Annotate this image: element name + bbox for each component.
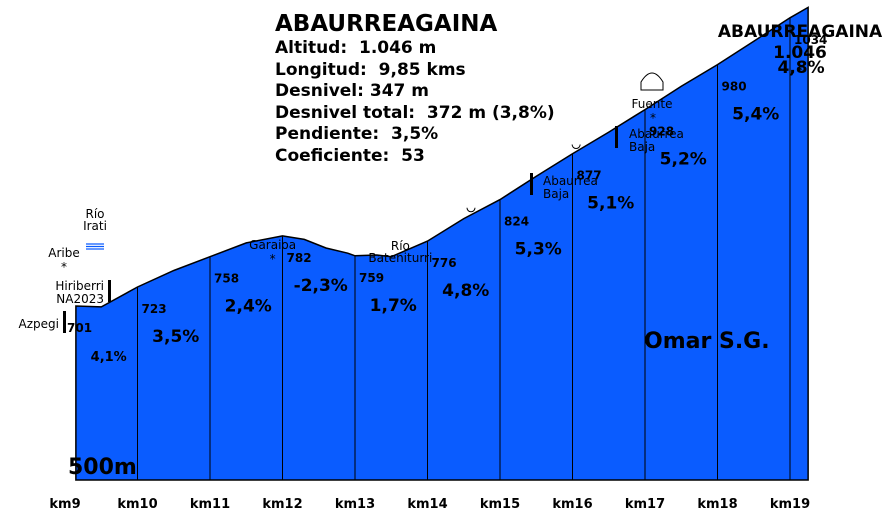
gradient-label: 5,2% [660, 150, 707, 170]
annotations: AzpegiHiriberriNA2023Aribe*RíoIratiGarai… [19, 72, 684, 333]
altitude-label: 759 [359, 271, 384, 285]
marker-bar-icon [530, 173, 533, 195]
altitude-label: 758 [214, 272, 239, 286]
annotation-label: NA2023 [56, 292, 104, 306]
marker-bar-icon [108, 280, 111, 302]
annotation-label: Fuente [632, 97, 673, 111]
annotation-label: Aribe [48, 246, 79, 260]
altitude-label: 1034 [794, 33, 827, 47]
info-row-longitud: Longitud: 9,85 kms [275, 59, 466, 80]
star-icon: * [270, 252, 276, 266]
summit-altitude: 1.046 [773, 43, 827, 63]
star-icon: * [650, 111, 656, 125]
x-tick-label: km17 [625, 497, 665, 512]
gradient-label: 4,8% [442, 281, 489, 301]
annotation-label: Irati [83, 219, 107, 233]
annotation-label: Baja [629, 140, 655, 154]
gradient-label: 3,5% [152, 327, 199, 347]
gradient-label: 5,3% [515, 240, 562, 260]
marker-bar-icon [615, 126, 618, 148]
profile-area [75, 6, 809, 481]
info-row-altitud: Altitud: 1.046 m [275, 38, 437, 58]
altitude-label: 723 [142, 302, 167, 316]
annotation-label: Río [391, 239, 410, 253]
x-tick-label: km16 [552, 497, 592, 512]
x-tick-label: km19 [770, 497, 810, 512]
x-tick-label: km18 [697, 497, 737, 512]
altitude-label: 928 [649, 125, 674, 139]
gradient-label: 4,8% [777, 58, 824, 78]
fountain-icon [640, 72, 664, 91]
info-row-desnivel-total: Desnivel total: 372 m (3,8%) [275, 102, 555, 123]
summit-label: ABAURREAGAINA 1.046 * [700, 22, 892, 78]
gradient-label: 4,1% [91, 350, 127, 365]
altitude-label: 980 [722, 80, 747, 94]
annotation-label: Azpegi [19, 317, 59, 331]
info-row-pendiente: Pendiente: 3,5% [275, 124, 439, 144]
altitude-label: 776 [432, 256, 457, 270]
marker-bar-icon [63, 311, 66, 333]
star-icon: * [61, 260, 67, 274]
x-tick-label: km14 [407, 497, 447, 512]
x-tick-label: km10 [117, 497, 157, 512]
gradient-label: -2,3% [294, 276, 348, 296]
gradient-label: 5,4% [732, 105, 779, 125]
x-axis-ticks: km9 km10 km11 km12 km13 km14 km15 km16 km17 km18 k… [49, 497, 810, 512]
annotation-label: Bateniturri [368, 251, 432, 265]
altitude-label: 824 [504, 215, 529, 229]
altitude-label: 701 [67, 321, 92, 335]
annotation-label: Hiriberri [55, 279, 104, 293]
annotation-label: Garaioa [249, 238, 296, 252]
gradient-label: 1,7% [370, 296, 417, 316]
x-tick-label: km12 [262, 497, 302, 512]
annotation-label: Abaurrea [543, 174, 598, 188]
x-tick-label: km11 [190, 497, 230, 512]
info-row-desnivel: Desnivel: 347 m [275, 81, 429, 101]
x-tick-label: km9 [49, 497, 80, 512]
x-tick-label: km13 [335, 497, 375, 512]
annotation-label: Abaurrea [629, 127, 684, 141]
summit-star-icon: * [797, 64, 803, 78]
altitude-labels: 701 723 758 782 759 776 824 877 928 980 1034 [67, 33, 827, 335]
x-tick-label: km15 [480, 497, 520, 512]
gradient-labels: 4,1% 3,5% 2,4% -2,3% 1,7% 4,8% 5,3% 5,1% 5,2% 5,4… [91, 58, 825, 365]
gradient-label: 2,4% [225, 297, 272, 317]
altitude-label: 782 [287, 251, 312, 265]
km-dividers [137, 17, 791, 480]
route-title: ABAURREAGAINA [275, 11, 498, 37]
gradient-label: 5,1% [587, 194, 634, 214]
curve-icon [466, 207, 476, 213]
curve-icon [571, 144, 581, 150]
summit-name: ABAURREAGAINA [717, 22, 883, 42]
annotation-label: Río [85, 207, 104, 221]
info-row-coeficiente: Coeficiente: 53 [275, 145, 425, 166]
author-credit: Omar S.G. [644, 329, 770, 354]
altitude-label: 877 [577, 169, 602, 183]
route-info-panel: ABAURREAGAINA Altitud: 1.046 m Longitud:… [275, 10, 555, 167]
base-altitude-label: 500m [68, 455, 137, 480]
annotation-label: Baja [543, 187, 569, 201]
